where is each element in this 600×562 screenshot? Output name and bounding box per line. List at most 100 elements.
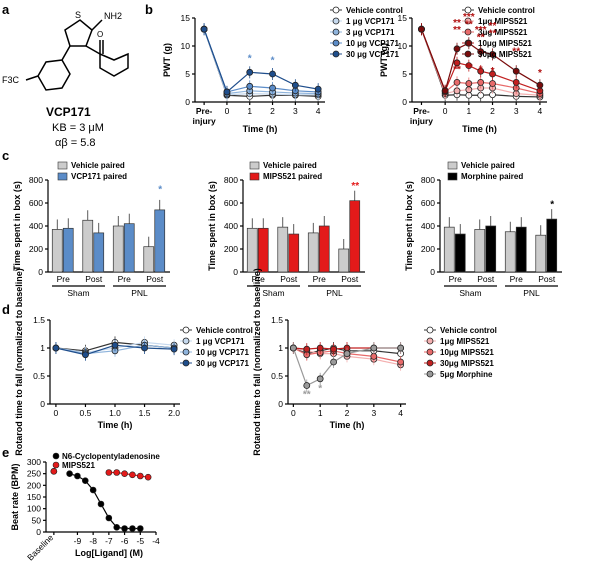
d_right-legend-marker-4 bbox=[426, 370, 434, 378]
d_right-point-3-1 bbox=[303, 345, 311, 353]
c3-legend-label-1: Morphine paired bbox=[461, 172, 523, 181]
b_right-point-2-3 bbox=[465, 80, 473, 87]
b_right-annotation-12: ** bbox=[512, 46, 520, 57]
e-point-0-1 bbox=[66, 470, 73, 477]
c1-category-3: Post bbox=[146, 274, 164, 284]
cf3-label: F3C bbox=[2, 75, 20, 85]
c1-group-label-0: Sham bbox=[67, 288, 89, 298]
alpha-beta-value: αβ = 5.8 bbox=[55, 137, 96, 149]
e-xtick-label-2: -8 bbox=[89, 536, 97, 546]
e-point-0-6 bbox=[105, 514, 113, 522]
d_right-legend-marker-3 bbox=[426, 359, 434, 367]
d_left-ytick-label-3: 1.5 bbox=[33, 315, 45, 325]
amine-label: NH2 bbox=[104, 11, 122, 21]
d_right-point-4-2 bbox=[316, 375, 324, 383]
d_left-legend-label-0: Vehicle control bbox=[196, 326, 253, 335]
b_right-y-axis-label: PWT (g) bbox=[379, 43, 389, 77]
e-xtick-label-3: -7 bbox=[105, 536, 113, 546]
c2-ytick-label-3: 600 bbox=[224, 198, 238, 208]
c1-category-0: Pre bbox=[57, 274, 71, 284]
d_left-x-axis-label: Time (h) bbox=[98, 420, 133, 430]
d_right-y-axis-label: Rotarod time to fall (normalized to base… bbox=[252, 268, 262, 456]
b_left-annotation-0: * bbox=[248, 54, 252, 65]
d_right-point-4-5 bbox=[370, 344, 378, 352]
b_left-point-4-3 bbox=[269, 70, 276, 78]
b_right-xtick-label-pre: Pre-injury bbox=[410, 106, 433, 126]
e-point-0-8 bbox=[121, 525, 128, 532]
d_left-xtick-label-2: 1.0 bbox=[109, 408, 121, 418]
b_right-point-3-6 bbox=[512, 79, 520, 86]
c1-bar-3-0 bbox=[143, 246, 155, 273]
c3-bar-1-1 bbox=[485, 225, 497, 273]
vcp171-structure bbox=[25, 19, 129, 91]
b_right-annotation-3: *** bbox=[463, 12, 475, 23]
c1-ytick-label-1: 200 bbox=[29, 244, 43, 254]
c1-ytick-label-3: 600 bbox=[29, 198, 43, 208]
e-ytick-label-4: 200 bbox=[27, 480, 41, 490]
e-point-1-6 bbox=[144, 473, 152, 481]
b_right-annotation-2: ** bbox=[453, 64, 461, 75]
d_right-point-3-3 bbox=[330, 345, 337, 353]
c3-ytick-label-1: 200 bbox=[421, 244, 435, 254]
e-legend-label-1: MIPS521 bbox=[62, 461, 95, 470]
c3-category-0: Pre bbox=[449, 274, 463, 284]
b_right-legend-marker-4 bbox=[464, 50, 472, 58]
b_right-point-3-4 bbox=[477, 67, 485, 75]
e-ytick-label-0: 0 bbox=[36, 527, 41, 537]
e-point-1-2 bbox=[113, 469, 121, 476]
c3-y-axis-label: Time spent in box (s) bbox=[404, 181, 414, 271]
b_right-series-line-3 bbox=[420, 28, 541, 93]
c2-ytick-label-0: 0 bbox=[233, 267, 238, 277]
b_right-ytick-label-3: 15 bbox=[398, 13, 408, 23]
d_left-ytick-label-1: 0.5 bbox=[33, 371, 45, 381]
c1-ytick-label-4: 800 bbox=[29, 175, 43, 185]
c2-bar-2-1 bbox=[318, 225, 330, 273]
b_left-series-line-3 bbox=[203, 28, 319, 93]
c1-bar-1-0 bbox=[82, 219, 94, 273]
d_right-legend-marker-0 bbox=[426, 326, 434, 334]
c2-legend-swatch-0 bbox=[249, 161, 260, 170]
b_left-point-4-1 bbox=[223, 88, 231, 96]
d_right-xtick-label-1: 1 bbox=[318, 408, 323, 418]
d_left-legend-marker-0 bbox=[182, 326, 190, 334]
b_right-point-2-2 bbox=[453, 79, 461, 86]
c3-category-1: Post bbox=[477, 274, 495, 284]
b_left-y-axis-label: PWT (g) bbox=[162, 43, 172, 77]
d_right-point-4-4 bbox=[343, 350, 351, 358]
e-x-axis-label: Log[Ligand] (M) bbox=[75, 548, 143, 558]
c2-bar-1-1 bbox=[288, 233, 300, 273]
b_left-point-4-5 bbox=[314, 85, 322, 93]
e-point-1-3 bbox=[121, 470, 128, 477]
chart-c1-vcp171-cpp: 0 200 400 600 800 Time spent in box (s) Pre Pos… bbox=[12, 161, 170, 298]
d_right-legend-label-0: Vehicle control bbox=[440, 326, 497, 335]
b_right-point-4-3 bbox=[465, 39, 473, 47]
d_left-ytick-label-2: 1 bbox=[40, 343, 45, 353]
panel-letter-c: c bbox=[2, 148, 9, 163]
c3-bar-2-0 bbox=[504, 231, 516, 273]
d_right-ytick-label-3: 1.5 bbox=[271, 315, 283, 325]
e-xtick-label-1: -9 bbox=[74, 536, 82, 546]
b_right-point-2-4 bbox=[477, 79, 485, 86]
b_right-annotation-13: * bbox=[538, 68, 542, 79]
d_left-legend-marker-3 bbox=[182, 359, 190, 367]
c2-category-0: Pre bbox=[252, 274, 266, 284]
chart-d-left-rotarod-vcp171: 0 0.5 1 1.5 Rotarod time to fall (normalized… bbox=[14, 268, 253, 456]
d_right-xtick-label-2: 2 bbox=[345, 408, 350, 418]
c2-annotation-0: ** bbox=[351, 181, 359, 192]
c3-bar-2-1 bbox=[515, 226, 527, 273]
c1-legend-swatch-1 bbox=[57, 172, 68, 181]
b_right-annotation-4: ** bbox=[465, 20, 473, 31]
c1-category-1: Post bbox=[85, 274, 103, 284]
e-ytick-label-1: 50 bbox=[32, 515, 42, 525]
c3-ytick-label-3: 600 bbox=[421, 198, 435, 208]
e-series-line-0 bbox=[69, 473, 141, 530]
b_left-ytick-label-2: 10 bbox=[181, 41, 191, 51]
e-ytick-label-2: 100 bbox=[27, 504, 41, 514]
b_right-annotation-11: * bbox=[491, 66, 495, 77]
d_right-point-2-6 bbox=[397, 358, 405, 366]
b_left-ytick-label-1: 5 bbox=[185, 69, 190, 79]
c2-legend-swatch-1 bbox=[249, 172, 260, 181]
b_left-xtick-label-4: 4 bbox=[316, 106, 321, 116]
c3-bar-0-1 bbox=[454, 233, 466, 273]
